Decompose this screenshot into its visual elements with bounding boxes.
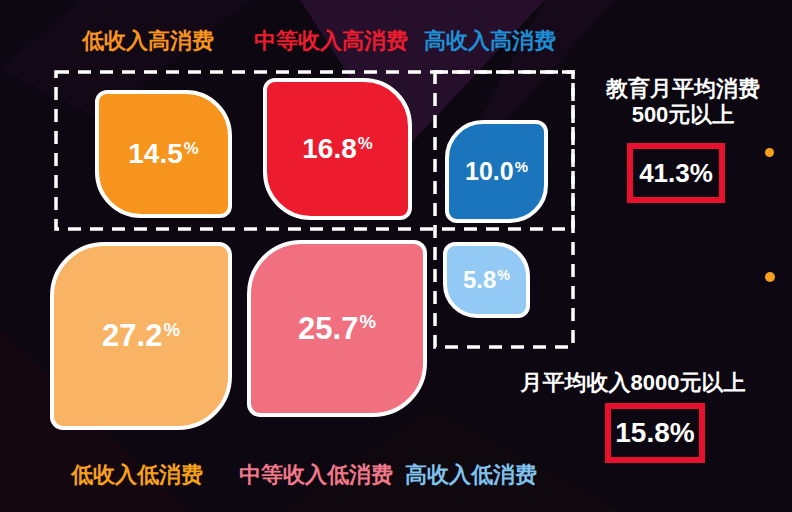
label-middle-income-high-consumption: 中等收入高消费 [254,26,408,56]
income-value-box: 15.8% [605,403,705,463]
square-low-income-low-consumption: 27.2% [50,242,232,430]
bullet-dot-top [765,148,774,157]
annotation-education-spending: 教育月平均消费 500元以上 [595,76,771,128]
square-middle-income-high-consumption: 16.8% [263,78,412,220]
bullet-dot-bottom [765,272,775,282]
square-middle-income-low-consumption: 25.7% [247,240,427,417]
education-value: 41.3% [639,158,713,189]
infographic-canvas: 低收入高消费 中等收入高消费 高收入高消费 14.5% 16.8% 10.0% … [0,0,792,512]
annotation-education-line1: 教育月平均消费 [595,76,771,102]
income-value: 15.8% [615,417,694,449]
value-middle-income-low-consumption: 25.7% [298,311,376,347]
value-low-income-low-consumption: 27.2% [102,318,180,354]
label-low-income-high-consumption: 低收入高消费 [82,26,214,56]
label-middle-income-low-consumption: 中等收入低消费 [239,460,393,490]
annotation-income: 月平均收入8000元以上 [505,368,761,398]
value-low-income-high-consumption: 14.5% [128,138,198,170]
label-high-income-high-consumption: 高收入高消费 [424,26,556,56]
square-high-income-low-consumption: 5.8% [443,242,530,318]
value-high-income-low-consumption: 5.8% [463,266,510,294]
value-high-income-high-consumption: 10.0% [465,157,528,186]
square-high-income-high-consumption: 10.0% [445,120,548,223]
annotation-education-line2: 500元以上 [595,102,771,128]
square-low-income-high-consumption: 14.5% [95,90,232,218]
annotation-income-line1: 月平均收入8000元以上 [505,368,761,398]
label-high-income-low-consumption: 高收入低消费 [405,460,537,490]
education-value-box: 41.3% [627,143,725,203]
label-low-income-low-consumption: 低收入低消费 [71,460,203,490]
value-middle-income-high-consumption: 16.8% [302,133,372,165]
